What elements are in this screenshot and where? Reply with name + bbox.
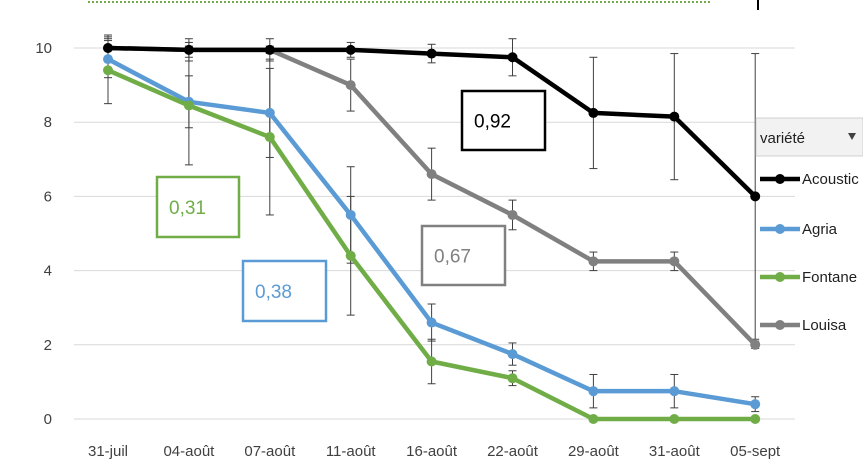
x-tick-label: 05-sept: [730, 443, 781, 460]
annotation-box: [460, 89, 547, 152]
data-point-acoustic: [183, 44, 194, 55]
data-point-agria: [669, 386, 680, 397]
data-point-fontane: [750, 414, 761, 424]
x-tick-label: 29-août: [568, 443, 620, 460]
data-point-acoustic: [426, 48, 437, 59]
annotation-label: 0,31: [169, 198, 206, 219]
legend-label-agria: Agria: [802, 221, 838, 238]
data-point-acoustic: [750, 191, 761, 202]
data-point-agria: [750, 399, 761, 410]
data-point-acoustic: [264, 44, 275, 55]
y-tick-label: 2: [44, 337, 52, 354]
x-tick-label: 31-juil: [88, 443, 128, 460]
legend-header: [755, 117, 863, 157]
x-tick-label: 07-août: [244, 443, 296, 460]
annotation-label: 0,92: [474, 112, 511, 133]
x-tick-label: 16-août: [406, 443, 458, 460]
y-tick-label: 0: [44, 411, 52, 428]
y-tick-label: 8: [44, 114, 52, 131]
data-point-fontane: [345, 250, 356, 261]
x-tick-label: 22-août: [487, 443, 539, 460]
data-point-agria: [588, 386, 599, 397]
data-point-louisa: [750, 339, 761, 350]
legend-swatch-marker: [775, 174, 785, 184]
data-point-fontane: [264, 132, 275, 143]
data-point-acoustic: [103, 43, 113, 53]
data-point-acoustic: [588, 107, 599, 118]
legend-label-fontane: Fontane: [802, 269, 857, 286]
data-point-agria: [264, 107, 275, 118]
data-point-fontane: [183, 100, 194, 111]
y-tick-label: 10: [35, 40, 52, 57]
series-lines: [103, 43, 761, 424]
data-point-fontane: [588, 414, 599, 424]
data-point-fontane: [507, 373, 518, 384]
annotation-label: 0,38: [255, 282, 292, 303]
y-tick-label: 4: [44, 263, 52, 280]
data-point-louisa: [345, 80, 356, 91]
data-point-agria: [426, 317, 437, 328]
x-axis: 31-juil 04-août 07-août 11-août 16-août 22-ao…: [88, 443, 781, 460]
legend-swatch-marker: [775, 224, 785, 234]
annotations: 0,92 0,31 0,38 0,67: [155, 89, 547, 323]
data-point-agria: [507, 349, 518, 360]
legend-swatch-marker: [775, 272, 785, 282]
data-point-louisa: [426, 169, 437, 180]
annotation-box: [241, 259, 328, 323]
legend-title: variété: [760, 130, 805, 147]
data-point-acoustic: [669, 111, 680, 122]
y-axis: 0 2 4 6 8 10: [35, 40, 52, 428]
data-point-acoustic: [345, 44, 356, 55]
x-tick-label: 11-août: [326, 443, 377, 460]
legend[interactable]: variété Acoustic Agria Fontane Louisa: [755, 117, 863, 334]
data-point-fontane: [426, 356, 437, 367]
data-point-louisa: [507, 209, 518, 220]
data-point-agria: [345, 209, 356, 220]
x-tick-label: 04-août: [163, 443, 215, 460]
dropdown-arrow-icon[interactable]: [848, 133, 856, 140]
annotation-box: [155, 175, 241, 239]
y-tick-label: 6: [44, 188, 52, 205]
data-point-agria: [103, 54, 113, 65]
x-tick-label: 31-août: [649, 443, 701, 460]
data-point-fontane: [103, 65, 113, 76]
data-point-louisa: [588, 256, 599, 267]
data-point-acoustic: [507, 52, 518, 63]
annotation-label: 0,67: [434, 247, 471, 268]
data-point-louisa: [669, 256, 680, 267]
legend-label-acoustic: Acoustic: [802, 171, 859, 188]
annotation-box: [420, 224, 507, 287]
legend-label-louisa: Louisa: [802, 317, 847, 334]
legend-swatch-marker: [775, 320, 785, 330]
data-point-fontane: [669, 414, 680, 424]
